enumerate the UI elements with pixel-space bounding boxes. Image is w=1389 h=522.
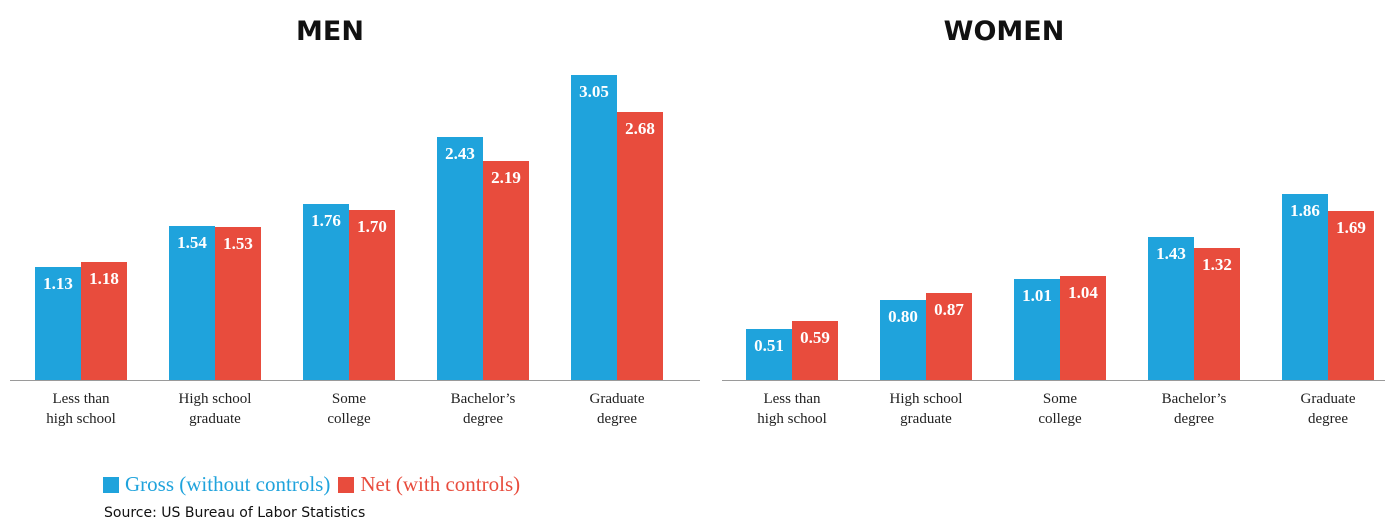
legend: Gross (without controls) Net (with contr… (103, 472, 528, 497)
women-bar-gross-4 (1282, 194, 1328, 380)
men-bar-gross-2 (303, 204, 349, 380)
legend-label-gross: Gross (without controls) (125, 472, 330, 497)
women-data-label-net-0: 0.59 (800, 328, 830, 347)
women-data-label-net-4: 1.69 (1336, 218, 1366, 237)
charts-svg: MEN 1.13 1.18 Less than high school 1.54 1.53 H… (0, 0, 1389, 470)
legend-swatch-gross (103, 477, 119, 493)
men-data-label-gross-3: 2.43 (445, 144, 475, 163)
women-chart-title: WOMEN (944, 16, 1065, 47)
men-data-label-gross-0: 1.13 (43, 274, 73, 293)
men-category-label-0: Less than high school (46, 391, 116, 427)
women-category-label-3: Bachelor’s degree (1162, 391, 1227, 427)
women-data-label-gross-3: 1.43 (1156, 244, 1186, 263)
women-data-label-gross-2: 1.01 (1022, 286, 1052, 305)
legend-label-net: Net (with controls) (360, 472, 520, 497)
women-data-label-gross-1: 0.80 (888, 307, 918, 326)
men-category-label-1: High school graduate (179, 391, 252, 427)
source-note: Source: US Bureau of Labor Statistics (104, 505, 365, 521)
men-data-label-net-2: 1.70 (357, 217, 387, 236)
women-data-label-net-2: 1.04 (1068, 283, 1098, 302)
women-chart: WOMEN 0.51 0.59 Less than high school 0.80 0.8… (722, 16, 1385, 427)
legend-item-net: Net (with controls) (338, 472, 520, 497)
women-category-label-0: Less than high school (757, 391, 827, 427)
men-category-label-2: Some college (327, 391, 371, 427)
men-chart: MEN 1.13 1.18 Less than high school 1.54 1.53 H… (10, 16, 700, 427)
legend-swatch-net (338, 477, 354, 493)
legend-item-gross: Gross (without controls) (103, 472, 330, 497)
men-bar-gross-4 (571, 75, 617, 380)
men-bar-net-4 (617, 112, 663, 380)
women-data-label-gross-0: 0.51 (754, 336, 784, 355)
men-chart-title: MEN (296, 16, 364, 47)
men-data-label-gross-2: 1.76 (311, 211, 341, 230)
women-category-label-2: Some college (1038, 391, 1082, 427)
women-category-label-1: High school graduate (890, 391, 963, 427)
women-data-label-net-1: 0.87 (934, 300, 964, 319)
men-category-label-4: Graduate degree (590, 391, 645, 427)
men-data-label-gross-4: 3.05 (579, 82, 609, 101)
men-bar-gross-3 (437, 137, 483, 380)
men-data-label-net-4: 2.68 (625, 119, 655, 138)
men-category-label-3: Bachelor’s degree (451, 391, 516, 427)
men-bar-net-3 (483, 161, 529, 380)
men-data-label-net-3: 2.19 (491, 168, 521, 187)
women-category-label-4: Graduate degree (1301, 391, 1356, 427)
women-data-label-net-3: 1.32 (1202, 255, 1232, 274)
charts-container: MEN 1.13 1.18 Less than high school 1.54 1.53 H… (0, 0, 1389, 470)
men-data-label-net-1: 1.53 (223, 234, 253, 253)
men-data-label-net-0: 1.18 (89, 269, 119, 288)
women-data-label-gross-4: 1.86 (1290, 201, 1320, 220)
men-data-label-gross-1: 1.54 (177, 233, 207, 252)
